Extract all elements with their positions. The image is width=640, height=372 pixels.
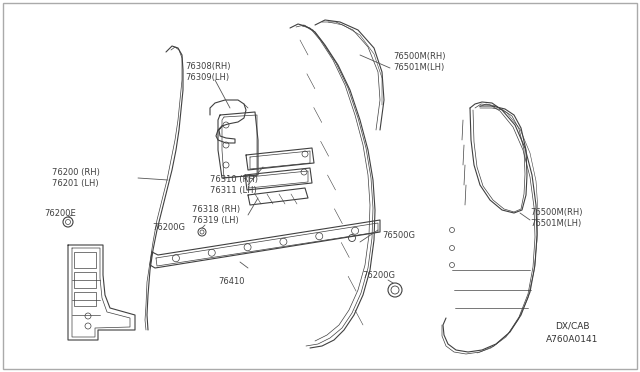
Bar <box>74 292 96 306</box>
Text: 76200 (RH)
76201 (LH): 76200 (RH) 76201 (LH) <box>52 168 100 188</box>
Text: 76200E: 76200E <box>44 208 76 218</box>
Text: DX/CAB: DX/CAB <box>555 321 589 330</box>
Text: 76410: 76410 <box>218 278 244 286</box>
Text: 76500M(RH)
76501M(LH): 76500M(RH) 76501M(LH) <box>530 208 582 228</box>
Circle shape <box>388 283 402 297</box>
Text: 76318 (RH)
76319 (LH): 76318 (RH) 76319 (LH) <box>192 205 240 225</box>
Text: A760A0141: A760A0141 <box>546 336 598 344</box>
Text: 76310 (RH)
76311 (LH): 76310 (RH) 76311 (LH) <box>210 175 258 195</box>
Text: 76200G: 76200G <box>362 270 395 279</box>
Text: 76200G: 76200G <box>152 224 185 232</box>
Bar <box>74 272 96 288</box>
Text: 76500M(RH)
76501M(LH): 76500M(RH) 76501M(LH) <box>393 52 445 72</box>
Text: 76500G: 76500G <box>382 231 415 240</box>
Text: 76308(RH)
76309(LH): 76308(RH) 76309(LH) <box>185 62 230 82</box>
Bar <box>74 252 96 268</box>
